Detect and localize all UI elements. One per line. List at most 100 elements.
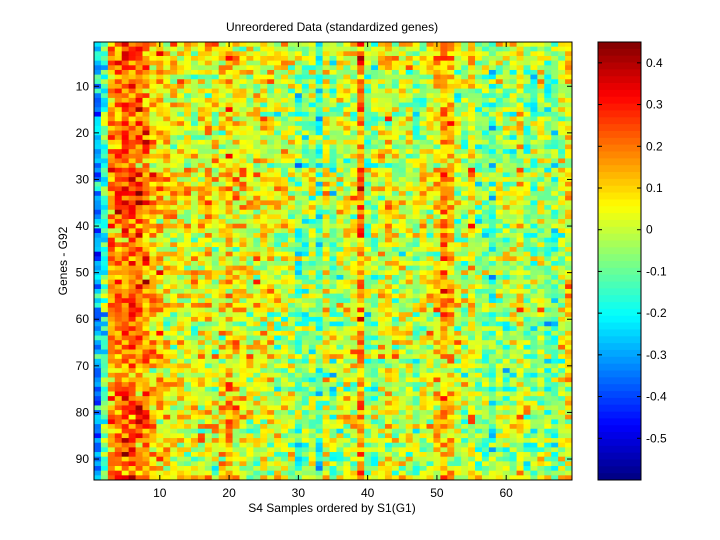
heatmap-cell [350,214,358,220]
heatmap-cell [530,223,538,229]
heatmap-cell [246,363,254,369]
heatmap-cell [315,200,324,206]
heatmap-cell [405,242,414,248]
heatmap-cell [537,274,545,281]
heatmap-cell [142,144,150,150]
heatmap-cell [121,130,130,136]
heatmap-cell [558,358,566,364]
heatmap-cell [177,46,185,52]
heatmap-cell [267,125,275,131]
heatmap-cell [190,219,199,225]
heatmap-cell [225,125,233,131]
heatmap-cell [488,158,497,164]
heatmap-cell [544,55,552,62]
heatmap-cell [523,200,531,206]
heatmap-cell [121,316,130,322]
heatmap-cell [544,363,552,369]
heatmap-cell [454,69,462,76]
heatmap-cell [177,214,185,220]
heatmap-cell [211,172,220,178]
heatmap-cell [371,284,379,290]
heatmap-cell [329,284,337,290]
heatmap-cell [371,93,379,99]
heatmap-cell [350,265,358,271]
heatmap-cell [350,130,358,136]
heatmap-cell [121,349,130,355]
heatmap-cell [502,74,511,80]
heatmap-cell [253,302,261,308]
heatmap-cell [412,219,420,225]
heatmap-cell [475,288,483,295]
heatmap-cell [551,186,559,192]
heatmap-cell [107,270,116,276]
heatmap-cell [357,153,365,159]
heatmap-cell [433,265,441,271]
heatmap-cell [121,363,130,369]
heatmap-cell [197,135,206,141]
heatmap-cell [523,349,531,355]
heatmap-cell [565,261,573,267]
heatmap-cell [308,102,317,108]
heatmap-cell [274,172,282,178]
heatmap-cell [412,186,420,192]
heatmap-cell [530,279,538,285]
heatmap-cell [156,223,164,229]
heatmap-cell [301,372,310,378]
heatmap-cell [364,326,372,332]
heatmap-cell [100,330,109,336]
heatmap-cell [100,191,109,197]
heatmap-cell [509,88,517,94]
heatmap-cell [142,74,150,80]
heatmap-cell [197,316,206,322]
heatmap-cell [384,83,393,89]
heatmap-cell [190,326,199,332]
heatmap-cell [378,284,386,290]
heatmap-cell [384,312,393,318]
heatmap-cell [357,344,365,350]
heatmap-cell [516,251,524,257]
heatmap-cell [371,358,379,364]
heatmap-cell [163,177,171,183]
heatmap-cell [537,205,545,211]
heatmap-cell [253,261,261,267]
heatmap-cell [322,200,330,206]
heatmap-cell [558,125,566,131]
heatmap-cell [114,358,123,364]
heatmap-cell [357,102,365,108]
heatmap-cell [357,340,365,346]
heatmap-cell [232,214,240,220]
heatmap-cell [204,354,213,360]
heatmap-cell [350,153,358,159]
heatmap-cell [301,111,310,117]
heatmap-cell [274,307,282,313]
heatmap-cell [197,307,206,313]
heatmap-cell [391,261,400,267]
heatmap-cell [551,242,559,248]
heatmap-cell [447,172,455,178]
heatmap-cell [260,42,268,48]
heatmap-cell [267,102,275,108]
heatmap-cell [405,46,414,52]
heatmap-cell [481,293,490,299]
heatmap-cell [232,251,240,257]
heatmap-cell [170,349,178,355]
heatmap-cell [100,83,109,89]
heatmap-cell [287,97,296,103]
heatmap-cell [232,93,240,99]
heatmap-cell [232,60,240,66]
heatmap-cell [246,247,254,253]
heatmap-cell [114,242,123,248]
heatmap-cell [530,111,538,117]
heatmap-cell [329,214,337,220]
heatmap-cell [315,307,324,313]
heatmap-cell [107,256,116,262]
heatmap-cell [232,307,240,313]
heatmap-cell [260,153,268,159]
heatmap-cell [384,51,393,57]
heatmap-cell [114,153,123,159]
heatmap-cell [156,358,164,364]
heatmap-cell [211,163,220,169]
heatmap-cell [558,270,566,276]
heatmap-cell [177,326,185,332]
heatmap-cell [190,65,199,71]
